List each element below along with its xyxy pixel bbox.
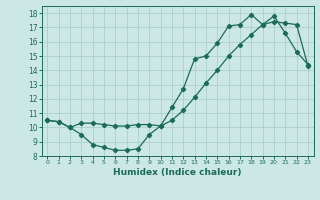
- X-axis label: Humidex (Indice chaleur): Humidex (Indice chaleur): [113, 168, 242, 177]
